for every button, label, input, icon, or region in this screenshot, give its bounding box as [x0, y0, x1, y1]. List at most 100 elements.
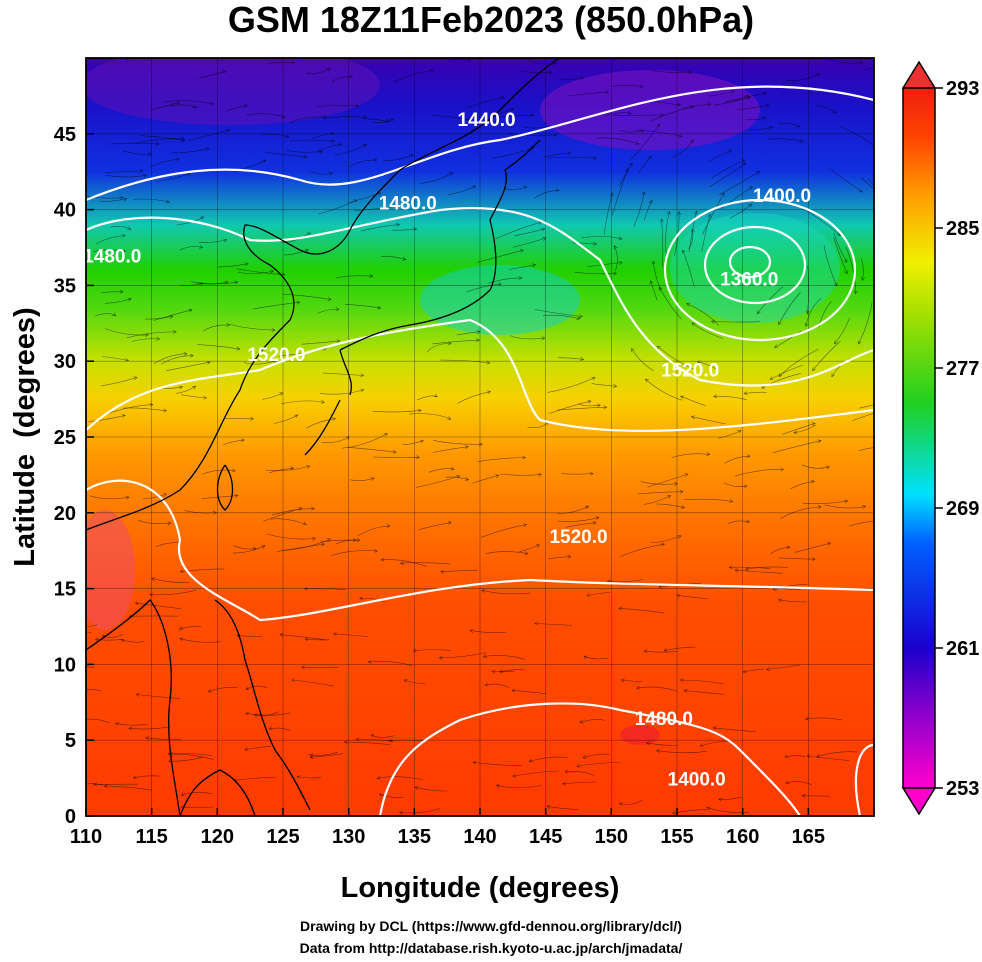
streamline	[745, 566, 788, 570]
streamline	[572, 242, 597, 245]
streamline-arrowhead	[690, 105, 695, 110]
streamline-arrowhead	[895, 60, 899, 63]
streamline	[263, 507, 302, 522]
cold-pool-northwest	[86, 58, 380, 125]
streamline-arrowhead	[596, 403, 601, 408]
streamline	[586, 591, 611, 596]
streamline	[769, 364, 804, 380]
contour-line	[86, 479, 874, 622]
streamline-arrowhead	[205, 147, 210, 151]
streamline	[145, 737, 181, 740]
streamline-arrowhead	[243, 103, 249, 108]
streamline-arrowhead	[786, 545, 791, 550]
streamline-arrowhead	[330, 131, 335, 136]
streamline-arrowhead	[369, 274, 374, 278]
streamline-arrowhead	[812, 367, 816, 372]
streamline	[860, 258, 864, 281]
streamline-arrowhead	[811, 557, 816, 562]
streamline-arrowhead	[298, 507, 303, 511]
streamline-arrowhead	[465, 476, 470, 481]
y-tick-label: 20	[54, 503, 76, 525]
y-axis-label: Latitude (degrees)	[9, 307, 41, 566]
streamline-arrowhead	[450, 466, 455, 471]
streamline-arrowhead	[592, 156, 597, 160]
streamline-arrowhead	[817, 439, 822, 444]
streamline-arrowhead	[712, 726, 717, 731]
streamline-arrowhead	[592, 521, 597, 525]
x-tick-label: 155	[660, 826, 693, 848]
streamline-arrowhead	[659, 286, 663, 291]
streamline-arrowhead	[167, 521, 172, 526]
streamline-arrowhead	[805, 716, 810, 721]
streamline-arrowhead	[447, 521, 452, 525]
streamline	[230, 324, 275, 331]
streamline	[267, 533, 316, 540]
streamline-arrowhead	[207, 688, 212, 693]
streamline	[619, 129, 645, 133]
streamline-arrowhead	[165, 199, 170, 204]
streamline	[145, 315, 173, 320]
streamline	[489, 108, 514, 117]
streamline	[686, 303, 720, 326]
streamline	[356, 738, 393, 742]
streamline	[105, 170, 143, 173]
streamline-arrowhead	[681, 505, 686, 509]
streamline	[102, 356, 129, 361]
streamline	[713, 395, 747, 400]
streamline-arrowhead	[688, 70, 693, 75]
streamline	[633, 191, 645, 228]
contour-label: 1480.0	[635, 709, 693, 730]
streamline-arrowhead	[373, 548, 378, 553]
streamline-arrowhead	[332, 632, 337, 636]
streamline	[322, 372, 364, 376]
streamline-arrowhead	[618, 802, 623, 807]
streamline-arrowhead	[555, 188, 560, 193]
streamline	[317, 308, 339, 314]
streamline	[198, 71, 226, 79]
streamline-arrowhead	[765, 667, 770, 672]
streamline	[806, 755, 850, 761]
streamline-arrowhead	[530, 113, 534, 118]
streamline-arrowhead	[567, 554, 572, 559]
streamline	[86, 631, 92, 634]
streamline-arrowhead	[793, 430, 798, 435]
streamline	[105, 328, 149, 336]
streamline	[772, 440, 822, 453]
streamline	[785, 781, 812, 785]
streamline	[657, 345, 695, 370]
x-tick-label: 125	[266, 826, 299, 848]
streamline-arrowhead	[145, 736, 150, 741]
streamline-arrowhead	[644, 378, 649, 383]
streamline-arrowhead	[500, 95, 505, 100]
streamline	[105, 404, 153, 415]
contour-label: 1400.0	[753, 186, 811, 207]
streamline-arrowhead	[580, 76, 585, 81]
streamline	[543, 152, 571, 158]
streamline-arrowhead	[806, 754, 811, 759]
streamline-arrowhead	[718, 797, 723, 802]
streamline-arrowhead	[465, 117, 470, 122]
streamline	[305, 638, 330, 641]
streamline-arrowhead	[323, 115, 328, 119]
streamline	[161, 355, 194, 365]
streamline-arrowhead	[858, 188, 863, 193]
streamline-arrowhead	[438, 655, 443, 660]
streamline	[702, 192, 725, 235]
streamline-arrowhead	[666, 210, 671, 215]
streamline	[252, 301, 300, 310]
streamline-arrowhead	[253, 713, 258, 718]
streamline-arrowhead	[583, 655, 588, 660]
streamline-arrowhead	[285, 134, 290, 139]
streamline	[402, 440, 424, 445]
japan-coastline	[339, 139, 541, 351]
streamline	[656, 503, 685, 508]
streamline	[181, 792, 213, 796]
streamline-arrowhead	[175, 157, 180, 162]
streamline-arrowhead	[684, 473, 689, 477]
streamline-arrowhead	[745, 94, 750, 99]
streamline	[233, 545, 266, 554]
streamline-arrowhead	[579, 719, 584, 724]
streamline	[664, 646, 696, 651]
streamline	[691, 416, 727, 425]
streamline-arrowhead	[419, 439, 424, 444]
